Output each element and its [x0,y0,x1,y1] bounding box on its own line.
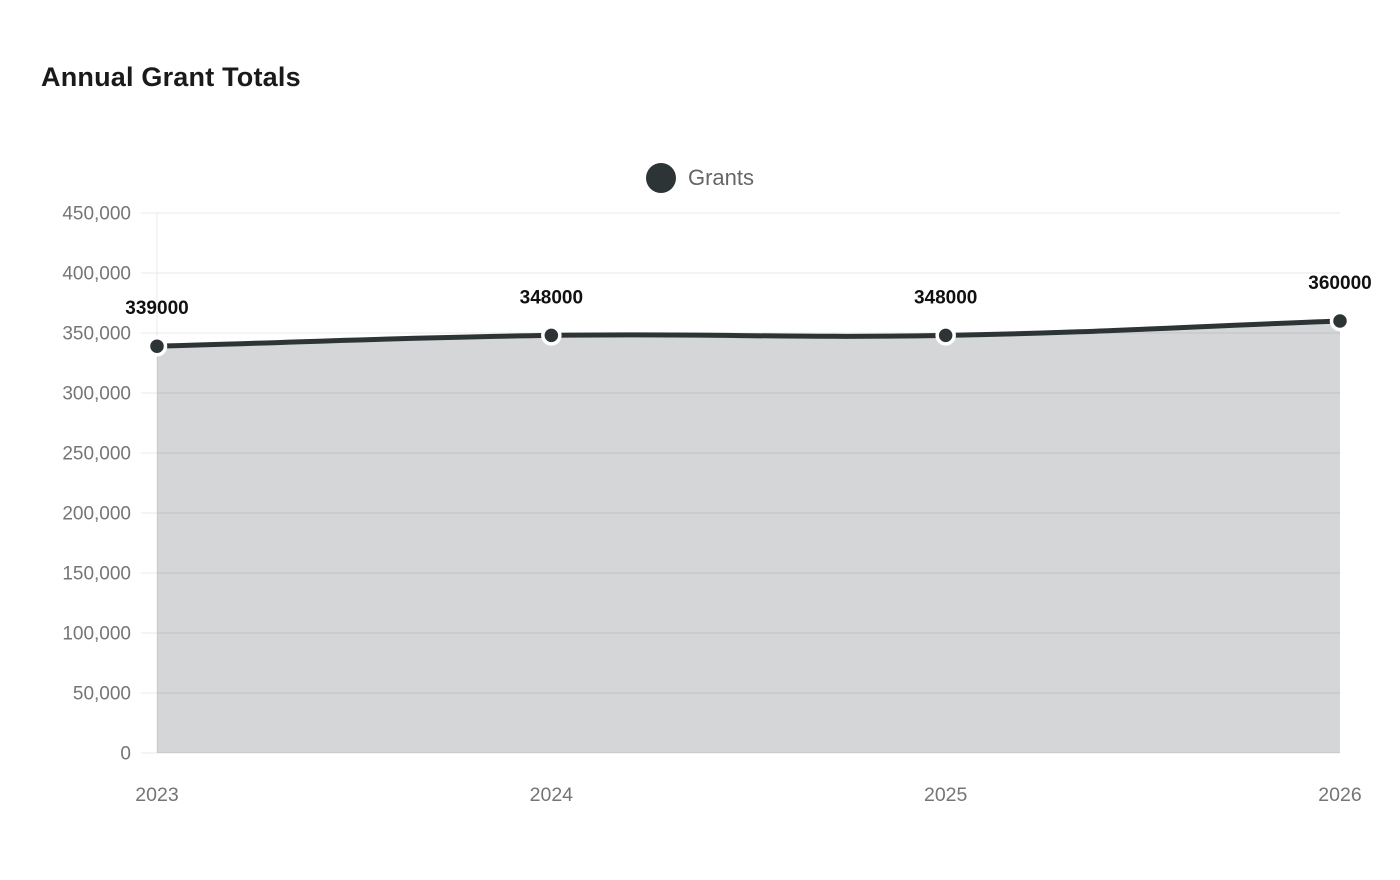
series-line [154,318,1343,349]
y-tick-label: 450,000 [62,204,131,225]
y-tick-label: 0 [120,744,131,765]
y-tick-label: 50,000 [73,684,131,705]
data-point[interactable] [541,325,562,346]
y-tick-label: 250,000 [62,444,131,465]
data-point[interactable] [146,335,168,357]
data-point-label: 348000 [914,287,977,308]
legend-item-grants[interactable]: Grants [0,163,1400,193]
y-tick-label: 200,000 [62,504,131,525]
x-tick-label: 2026 [1318,784,1361,806]
data-point-label: 339000 [125,298,188,319]
series-area-fill [157,321,1340,753]
data-point-label: 360000 [1308,273,1371,294]
y-tick-label: 350,000 [62,324,131,345]
legend-marker-icon [645,163,676,193]
data-point[interactable] [935,325,956,346]
data-point[interactable] [1329,310,1351,332]
data-point-label: 348000 [520,287,583,308]
y-tick-label: 100,000 [62,624,131,645]
chart-title: Annual Grant Totals [41,62,301,92]
x-tick-label: 2025 [924,784,968,806]
x-tick-label: 2024 [530,784,574,806]
y-tick-label: 400,000 [62,264,131,285]
y-tick-label: 150,000 [62,564,131,585]
legend-label: Grants [687,165,755,190]
x-tick-label: 2023 [135,784,178,806]
y-tick-label: 300,000 [62,384,131,405]
